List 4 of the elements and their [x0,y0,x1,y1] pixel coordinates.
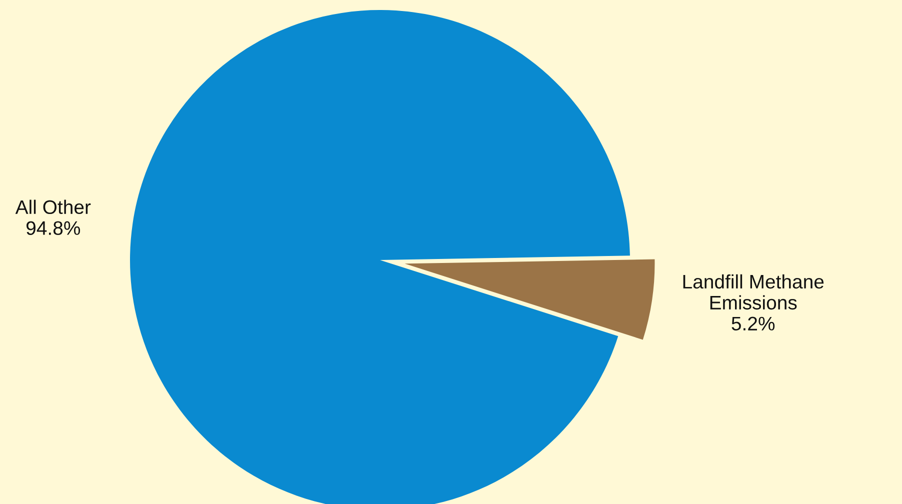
data-label: 5.2% [732,316,775,331]
data-label: 94.8% [26,221,80,235]
slice-label: All Other [15,200,91,214]
slice-label: Landfill Methane Emissions [683,274,824,310]
